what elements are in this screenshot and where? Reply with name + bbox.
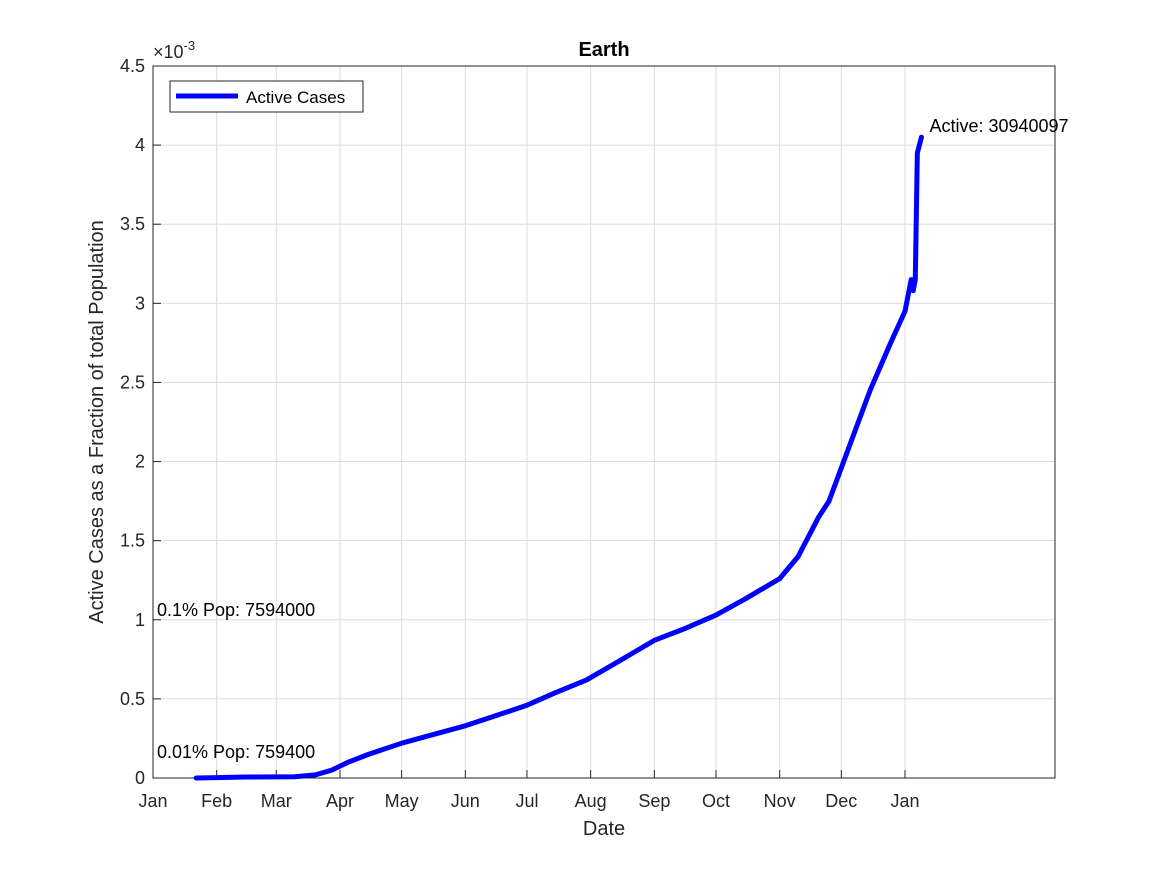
y-axis-exponent-power: -3 (184, 38, 196, 53)
x-tick-label: Jun (451, 791, 480, 811)
legend: Active Cases (169, 80, 364, 113)
y-tick-label: 4.5 (120, 56, 145, 76)
x-axis: Jan Feb Mar Apr May Jun Jul Aug Sep Oct Nov Dec Jan (138, 770, 920, 811)
legend-label-active-cases: Active Cases (246, 88, 345, 107)
x-tick-label: Sep (638, 791, 670, 811)
annotation-pop-0-1-percent: 0.1% Pop: 7594000 (157, 600, 315, 620)
x-tick-label: Dec (825, 791, 857, 811)
annotation-layer: Active: 30940097 0.1% Pop: 7594000 0.01% P… (157, 116, 1069, 762)
y-tick-label: 2.5 (120, 372, 145, 392)
annotation-active-count: Active: 30940097 (929, 116, 1068, 136)
x-tick-label: Nov (764, 791, 796, 811)
x-tick-label: Jul (515, 791, 538, 811)
x-tick-label: Jan (890, 791, 919, 811)
y-axis-exponent: ×10-3 (153, 38, 195, 62)
y-tick-label: 4 (135, 135, 145, 155)
x-tick-label: Aug (575, 791, 607, 811)
y-tick-label: 3 (135, 293, 145, 313)
annotation-pop-0-01-percent: 0.01% Pop: 759400 (157, 742, 315, 762)
x-tick-label: Apr (326, 791, 354, 811)
y-tick-label: 0 (135, 768, 145, 788)
x-tick-label: Feb (201, 791, 232, 811)
x-tick-label: May (385, 791, 419, 811)
y-tick-label: 1.5 (120, 531, 145, 551)
y-tick-label: 2 (135, 452, 145, 472)
series-layer (193, 134, 924, 781)
y-tick-label: 0.5 (120, 689, 145, 709)
x-axis-label: Date (583, 818, 625, 840)
y-axis: 0 0.5 1 1.5 2 2.5 3 3.5 4 4.5 (120, 56, 161, 788)
y-axis-exponent-base: ×10 (153, 42, 184, 62)
x-tick-label: Mar (261, 791, 292, 811)
x-tick-label: Jan (138, 791, 167, 811)
series-line-active-cases (193, 134, 924, 781)
y-tick-label: 1 (135, 610, 145, 630)
x-tick-label: Oct (702, 791, 730, 811)
y-tick-label: 3.5 (120, 214, 145, 234)
plot-frame (152, 65, 1056, 779)
y-axis-label: Active Cases as a Fraction of total Popu… (86, 220, 108, 624)
chart-title: Earth (578, 39, 629, 61)
